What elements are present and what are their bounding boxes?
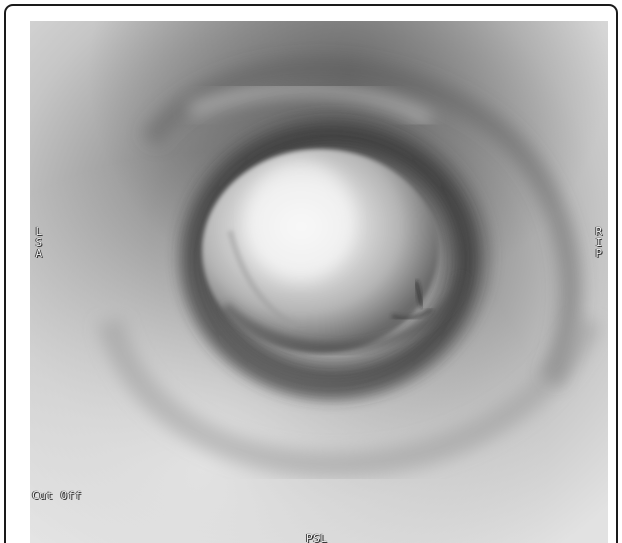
cut-off-label: Cut Off [32, 489, 82, 502]
orientation-label-right: RIP [595, 225, 603, 260]
volume-rendering [30, 21, 608, 543]
endoscopic-3d-viewport[interactable]: LSA RIP PSL Cut Off [30, 21, 608, 543]
viewer-frame: LSA RIP PSL Cut Off [4, 4, 618, 543]
orientation-label-bottom: PSL [306, 532, 328, 543]
orientation-label-left: LSA [35, 225, 43, 260]
